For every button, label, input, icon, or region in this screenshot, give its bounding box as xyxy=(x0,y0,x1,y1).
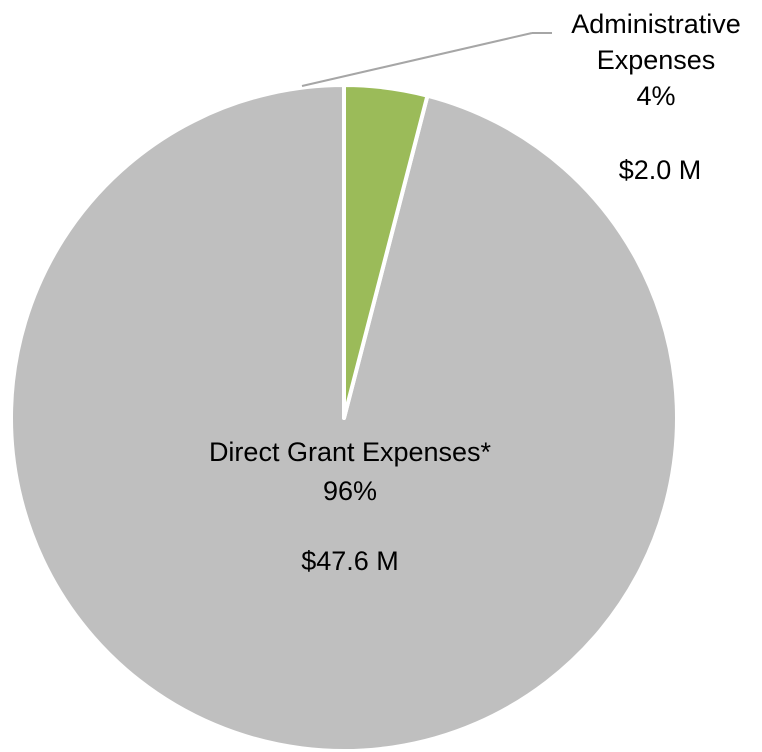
slice-label-administrative-percent: 4% xyxy=(636,81,675,111)
slice-label-direct-grant-percent: 96% xyxy=(323,476,377,506)
pie-slice-administrative-expenses xyxy=(342,83,430,420)
slice-label-administrative-amount: $2.0 M xyxy=(619,155,702,185)
slice-label-direct-grant-name: Direct Grant Expenses* xyxy=(209,437,492,467)
slice-label-administrative-name-line1: Administrative xyxy=(571,9,741,39)
pie-slices xyxy=(9,83,679,752)
slice-label-direct-grant-amount: $47.6 M xyxy=(301,546,399,576)
slice-label-administrative-name-line2: Expenses xyxy=(597,45,716,75)
leader-line-administrative xyxy=(301,32,533,87)
